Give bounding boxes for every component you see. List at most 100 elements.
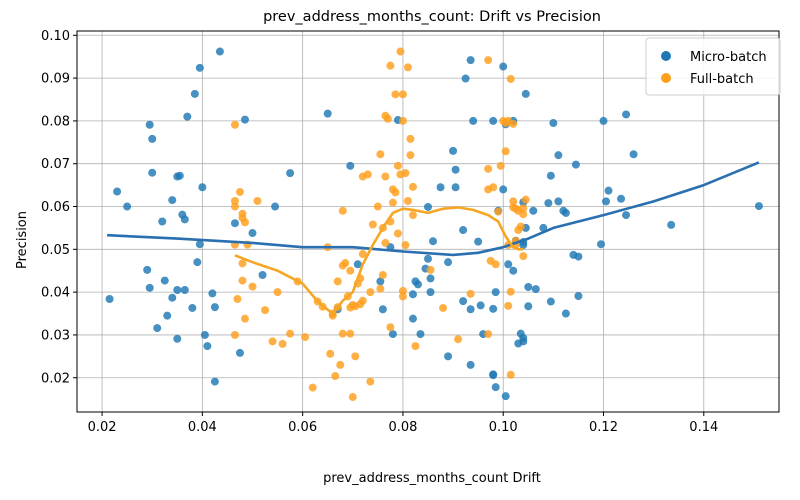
data-point-micro-batch [235, 348, 244, 357]
data-point-full-batch [494, 207, 503, 216]
data-point-micro-batch [188, 303, 197, 312]
data-point-micro-batch [504, 260, 513, 269]
data-point-full-batch [398, 286, 407, 295]
data-point-micro-batch [489, 116, 498, 125]
data-point-full-batch [408, 211, 417, 220]
series-full-batch [230, 47, 530, 402]
data-point-micro-batch [145, 283, 154, 292]
data-point-full-batch [381, 238, 390, 247]
data-point-full-batch [386, 61, 395, 70]
data-point-full-batch [253, 196, 262, 205]
data-point-full-batch [338, 206, 347, 215]
chart-title: prev_address_months_count: Drift vs Prec… [263, 9, 601, 25]
data-point-micro-batch [168, 196, 177, 205]
data-point-micro-batch [544, 199, 553, 208]
data-point-micro-batch [499, 62, 508, 71]
data-point-micro-batch [461, 74, 470, 83]
trend-line-full-batch [234, 206, 524, 315]
data-point-full-batch [358, 250, 367, 259]
data-point-full-batch [378, 271, 387, 280]
data-point-full-batch [396, 47, 405, 56]
x-tick-label: 0.08 [388, 420, 417, 435]
data-point-micro-batch [193, 258, 202, 267]
y-axis-ticks: 0.02 0.03 0.04 0.05 0.06 0.07 0.08 0.09 0.10 [41, 29, 77, 386]
data-point-micro-batch [200, 330, 209, 339]
x-tick-label: 0.04 [188, 420, 217, 435]
data-point-micro-batch [466, 305, 475, 314]
y-tick-label: 0.02 [41, 371, 70, 386]
data-point-micro-batch [531, 285, 540, 294]
data-point-micro-batch [195, 63, 204, 72]
y-tick-label: 0.07 [41, 157, 70, 172]
data-point-micro-batch [459, 226, 468, 235]
x-tick-label: 0.10 [489, 420, 518, 435]
legend-box [645, 37, 781, 96]
data-point-micro-batch [451, 183, 460, 192]
data-point-micro-batch [143, 265, 152, 274]
data-point-micro-batch [346, 161, 355, 170]
data-point-full-batch [376, 284, 385, 293]
data-point-full-batch [388, 198, 397, 207]
data-point-micro-batch [629, 150, 638, 159]
data-point-micro-batch [215, 47, 224, 56]
data-point-full-batch [484, 164, 493, 173]
data-point-full-batch [519, 210, 528, 219]
data-point-micro-batch [426, 274, 435, 283]
legend-marker-full-batch [661, 73, 671, 83]
data-point-full-batch [346, 329, 355, 338]
data-point-micro-batch [491, 288, 500, 297]
y-tick-label: 0.08 [41, 114, 70, 129]
legend-marker-micro-batch [661, 51, 671, 61]
series-micro-batch [105, 47, 763, 401]
data-point-micro-batch [622, 110, 631, 119]
data-point-micro-batch [376, 277, 385, 286]
y-tick-label: 0.10 [41, 29, 70, 44]
data-point-full-batch [506, 370, 515, 379]
data-point-full-batch [240, 314, 249, 323]
data-point-full-batch [411, 342, 420, 351]
data-point-micro-batch [240, 115, 249, 124]
data-point-full-batch [403, 196, 412, 205]
data-point-full-batch [240, 218, 249, 227]
trend-line-micro-batch [107, 161, 760, 257]
data-point-micro-batch [168, 293, 177, 302]
data-point-full-batch [230, 120, 239, 129]
data-point-micro-batch [378, 305, 387, 314]
data-point-micro-batch [574, 291, 583, 300]
data-point-micro-batch [599, 116, 608, 125]
data-point-full-batch [516, 222, 525, 231]
data-point-full-batch [509, 197, 518, 206]
data-points [105, 47, 763, 402]
data-point-full-batch [484, 330, 493, 339]
data-point-micro-batch [424, 202, 432, 211]
plot-frame [76, 30, 780, 413]
data-point-micro-batch [519, 241, 528, 250]
data-point-full-batch [496, 161, 505, 170]
data-point-micro-batch [667, 220, 676, 229]
data-point-micro-batch [521, 89, 530, 98]
data-point-micro-batch [145, 120, 154, 129]
data-point-micro-batch [105, 294, 114, 303]
data-point-full-batch [273, 288, 282, 297]
data-point-full-batch [338, 329, 347, 338]
data-point-full-batch [519, 252, 528, 261]
data-point-micro-batch [323, 109, 332, 118]
data-point-full-batch [491, 260, 500, 269]
data-point-micro-batch [529, 206, 538, 215]
data-point-micro-batch [180, 285, 189, 294]
data-point-full-batch [393, 161, 402, 170]
data-point-micro-batch [190, 89, 199, 98]
trend-lines [107, 161, 760, 315]
data-point-micro-batch [198, 183, 207, 192]
data-point-micro-batch [449, 146, 458, 155]
data-point-micro-batch [429, 237, 438, 246]
data-point-micro-batch [195, 240, 204, 249]
data-point-micro-batch [230, 219, 239, 228]
data-point-full-batch [235, 187, 244, 196]
data-point-micro-batch [210, 377, 219, 386]
data-point-micro-batch [388, 330, 397, 339]
data-point-full-batch [326, 349, 335, 358]
data-point-micro-batch [499, 185, 508, 194]
data-point-full-batch [368, 220, 377, 229]
